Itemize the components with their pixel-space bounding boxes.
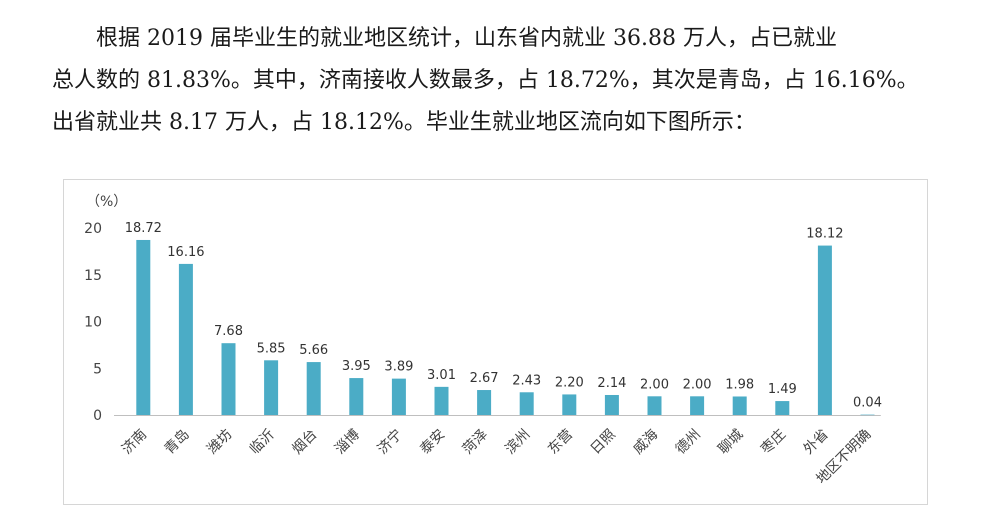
category-label: 济南 xyxy=(119,427,150,458)
data-label: 3.89 xyxy=(384,360,413,375)
bar xyxy=(775,401,790,415)
y-tick-label: 20 xyxy=(84,221,102,237)
category-label: 德州 xyxy=(673,427,704,458)
y-tick-label: 5 xyxy=(93,361,102,377)
bar xyxy=(434,386,449,415)
value-labels: 18.72 16.16 7.68 5.85 5.66 3.95 3.89 3.01 2.67 2.… xyxy=(125,221,882,411)
bar xyxy=(690,396,705,415)
bar xyxy=(562,394,577,415)
bar xyxy=(178,263,193,415)
category-label: 外省 xyxy=(801,427,832,458)
data-label: 2.20 xyxy=(555,375,584,390)
data-label: 3.95 xyxy=(342,359,371,374)
category-label: 东营 xyxy=(545,427,576,458)
bars xyxy=(136,239,875,416)
paragraph-line-3: 出省就业共 8.17 万人，占 18.12%。毕业生就业地区流向如下图所示： xyxy=(52,110,756,135)
data-label: 18.12 xyxy=(806,227,843,242)
data-label: 7.68 xyxy=(214,324,243,339)
category-label: 潍坊 xyxy=(204,427,235,458)
bar xyxy=(817,245,832,415)
bar xyxy=(647,396,662,415)
bar xyxy=(860,414,875,416)
bar xyxy=(391,378,406,415)
category-label: 烟台 xyxy=(289,427,320,458)
category-label: 济宁 xyxy=(374,426,406,458)
category-label: 泰安 xyxy=(417,427,448,458)
data-label: 3.01 xyxy=(427,368,456,383)
bar-chart: （%） 0 5 10 15 20 18.72 16.16 7.68 5.85 5.66 3.95 3… xyxy=(84,194,882,488)
y-tick-label: 10 xyxy=(84,315,102,331)
bar xyxy=(136,239,151,415)
paragraph-line-1: 根据 2019 届毕业生的就业地区统计，山东省内就业 36.88 万人，占已就业 xyxy=(96,26,837,51)
chart-frame: （%） 0 5 10 15 20 18.72 16.16 7.68 5.85 5.66 3.95 3… xyxy=(63,179,928,505)
bar xyxy=(732,396,747,415)
data-label: 5.85 xyxy=(257,341,286,356)
y-axis-ticks: 0 5 10 15 20 xyxy=(84,221,102,424)
data-label: 16.16 xyxy=(167,245,204,260)
bar xyxy=(477,390,492,415)
data-label: 0.04 xyxy=(853,396,882,411)
data-label: 2.67 xyxy=(470,371,499,386)
data-label: 2.43 xyxy=(512,373,541,388)
category-label: 聊城 xyxy=(715,427,746,458)
category-label: 滨州 xyxy=(502,427,533,458)
category-label: 日照 xyxy=(588,427,619,458)
data-label: 5.66 xyxy=(299,343,328,358)
data-label: 2.14 xyxy=(597,376,626,391)
bar xyxy=(221,343,236,415)
category-label: 淄博 xyxy=(331,426,363,458)
y-unit-label: （%） xyxy=(86,194,127,210)
bar xyxy=(306,362,321,415)
data-label: 18.72 xyxy=(125,221,162,236)
y-tick-label: 15 xyxy=(84,268,102,284)
bar xyxy=(349,378,364,415)
data-label: 2.00 xyxy=(640,377,669,392)
bar xyxy=(264,360,279,415)
category-label: 青岛 xyxy=(162,427,193,458)
paragraph: 根据 2019 届毕业生的就业地区统计，山东省内就业 36.88 万人，占已就业… xyxy=(52,18,957,144)
category-label: 临沂 xyxy=(247,427,278,458)
bar xyxy=(604,394,619,415)
y-tick-label: 0 xyxy=(93,408,102,424)
paragraph-line-2: 总人数的 81.83%。其中，济南接收人数最多，占 18.72%，其次是青岛，占… xyxy=(52,68,919,93)
category-label: 枣庄 xyxy=(757,426,789,458)
data-label: 2.00 xyxy=(683,377,712,392)
data-label: 1.98 xyxy=(725,377,754,392)
bar xyxy=(519,392,534,415)
category-label: 菏泽 xyxy=(460,427,491,458)
category-label: 威海 xyxy=(630,427,661,458)
data-label: 1.49 xyxy=(768,382,797,397)
